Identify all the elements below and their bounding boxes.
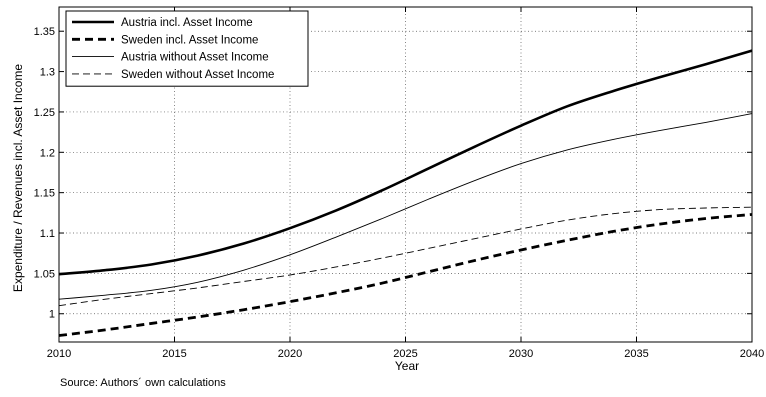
x-tick-label: 2040 xyxy=(740,348,764,360)
legend-label: Sweden without Asset Income xyxy=(121,69,274,81)
y-tick-label: 1.05 xyxy=(34,268,55,280)
series-line-1 xyxy=(58,49,753,276)
legend-label: Austria without Asset Income xyxy=(121,52,269,64)
x-tick-label: 2020 xyxy=(278,348,302,360)
y-tick-label: 1.25 xyxy=(34,107,55,119)
x-tick-label: 2010 xyxy=(47,348,71,360)
y-tick-label: 1.1 xyxy=(40,228,55,240)
series-line-4 xyxy=(58,206,753,307)
x-tick-label: 2015 xyxy=(162,348,186,360)
series-line-3 xyxy=(58,113,753,300)
series-lines xyxy=(58,49,753,337)
y-tick-label: 1.2 xyxy=(40,147,55,159)
y-axis-ticks: 1 1.05 1.1 1.15 1.2 1.25 1.3 1.35 xyxy=(34,26,752,321)
series-line-2 xyxy=(58,213,753,337)
x-tick-label: 2035 xyxy=(624,348,648,360)
y-tick-label: 1 xyxy=(49,309,55,321)
y-tick-label: 1.3 xyxy=(40,67,55,79)
y-tick-label: 1.35 xyxy=(34,26,55,38)
legend-label: Sweden incl. Asset Income xyxy=(121,34,258,46)
x-axis-ticks: 2010 2015 2020 2025 2030 2035 2040 xyxy=(47,7,764,360)
x-tick-label: 2025 xyxy=(393,348,417,360)
source-note: Source: Authors´ own calculations xyxy=(60,377,226,389)
legend: Austria incl. Asset Income Sweden incl. A… xyxy=(65,10,309,87)
legend-label: Austria incl. Asset Income xyxy=(121,17,253,29)
y-axis-title: Expenditure / Revenues incl. Asset Incom… xyxy=(11,64,25,292)
y-tick-label: 1.15 xyxy=(34,188,55,200)
x-tick-label: 2030 xyxy=(509,348,533,360)
x-axis-title: Year xyxy=(395,359,419,373)
